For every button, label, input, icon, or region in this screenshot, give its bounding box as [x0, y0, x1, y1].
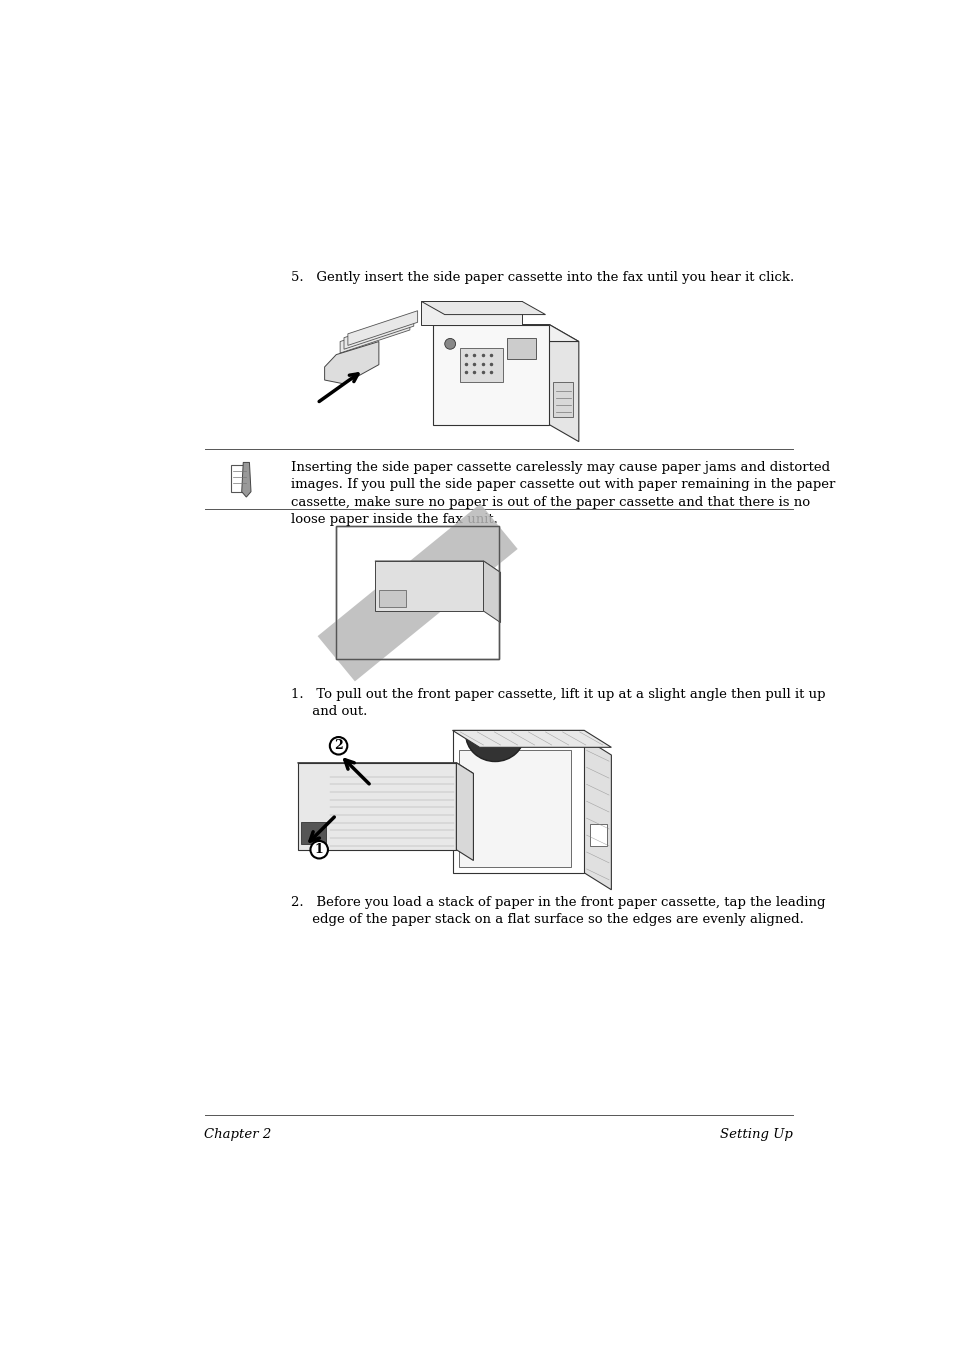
- Bar: [231, 465, 248, 492]
- Text: and out.: and out.: [291, 705, 367, 717]
- Polygon shape: [583, 738, 611, 890]
- Bar: [590, 824, 607, 846]
- Bar: [421, 301, 521, 324]
- Polygon shape: [421, 301, 545, 315]
- Polygon shape: [549, 324, 578, 442]
- Bar: [458, 750, 570, 867]
- Circle shape: [444, 339, 456, 349]
- Polygon shape: [297, 763, 473, 774]
- Bar: [335, 527, 498, 659]
- Bar: [297, 763, 456, 850]
- Polygon shape: [317, 504, 517, 681]
- Polygon shape: [375, 561, 500, 573]
- Polygon shape: [348, 311, 417, 346]
- Bar: [301, 821, 326, 843]
- Bar: [506, 338, 536, 359]
- Text: 1: 1: [314, 843, 323, 857]
- Text: Inserting the side paper cassette carelessly may cause paper jams and distorted
: Inserting the side paper cassette carele…: [291, 461, 835, 527]
- Polygon shape: [433, 324, 578, 342]
- Bar: [335, 527, 498, 659]
- Polygon shape: [324, 342, 378, 384]
- Polygon shape: [466, 734, 523, 761]
- Polygon shape: [344, 315, 414, 349]
- Bar: [433, 324, 549, 424]
- Bar: [452, 731, 583, 873]
- Bar: [375, 561, 483, 611]
- Text: edge of the paper stack on a flat surface so the edges are evenly aligned.: edge of the paper stack on a flat surfac…: [291, 913, 803, 925]
- Bar: [459, 347, 502, 382]
- Polygon shape: [452, 731, 611, 747]
- Text: Chapter 2: Chapter 2: [204, 1128, 272, 1140]
- Text: 2.   Before you load a stack of paper in the front paper cassette, tap the leadi: 2. Before you load a stack of paper in t…: [291, 896, 825, 909]
- Polygon shape: [483, 561, 500, 623]
- Text: 2: 2: [334, 739, 342, 753]
- Polygon shape: [340, 319, 410, 353]
- Polygon shape: [456, 763, 473, 861]
- Polygon shape: [241, 462, 251, 497]
- Text: 1.   To pull out the front paper cassette, lift it up at a slight angle then pul: 1. To pull out the front paper cassette,…: [291, 688, 825, 701]
- Bar: [553, 382, 572, 417]
- Bar: [378, 590, 406, 607]
- Text: 5.   Gently insert the side paper cassette into the fax until you hear it click.: 5. Gently insert the side paper cassette…: [291, 270, 794, 284]
- Text: Setting Up: Setting Up: [720, 1128, 792, 1140]
